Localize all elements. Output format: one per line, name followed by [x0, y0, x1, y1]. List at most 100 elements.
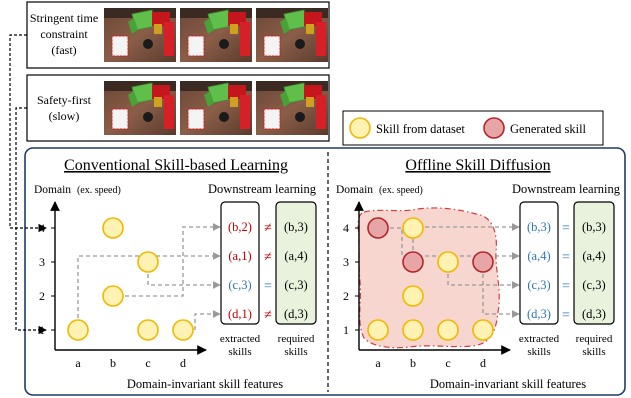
left-extracted-box	[220, 201, 260, 325]
right-ylabel: Domain (ex. speed)	[336, 184, 423, 196]
right-ylabel-main: Domain	[336, 184, 373, 196]
right-xtick-d: d	[480, 356, 486, 370]
legend-dataset-label: Skill from dataset	[376, 122, 465, 136]
robot-frame-slow-3	[255, 80, 329, 136]
left-panel-title: Conventional Skill-based Learning	[64, 157, 288, 174]
right-xtick-b: b	[410, 356, 416, 370]
left-skill-arrow-0	[125, 223, 221, 297]
condition-fast-label-1: Stringent time	[30, 11, 98, 25]
right-extracted-box	[519, 201, 559, 325]
legend-generated-marker	[483, 117, 505, 139]
left-skill-arrow-1	[77, 252, 221, 318]
left-skill-arrow-2	[147, 274, 221, 289]
right-ytick-3: 3	[343, 255, 349, 269]
right-skill-arrow-3	[482, 274, 520, 318]
condition-fast: Stringent time constraint (fast)	[26, 1, 330, 69]
left-xlabel: Domain-invariant skill features	[127, 377, 283, 391]
left-dataset-skill-b4	[102, 217, 124, 239]
left-extracted-skill-1: (a,1)	[228, 249, 251, 263]
right-ytick-1: 1	[343, 323, 349, 337]
robot-frame-fast-1	[103, 7, 177, 63]
left-extracted-label-2: skills	[228, 346, 251, 358]
left-extracted-label-1: extracted	[220, 333, 261, 345]
left-xtick-b: b	[110, 356, 116, 370]
right-extracted-skill-2: (c,3)	[527, 278, 550, 292]
left-required-skill-0: (b,3)	[284, 220, 308, 234]
right-ytick-4: 4	[343, 221, 349, 235]
left-required-skill-1: (a,4)	[284, 249, 307, 263]
connector-fast-to-domain-4	[9, 34, 47, 233]
left-xtick-a: a	[75, 356, 81, 370]
left-downstream-title: Downstream learning	[208, 182, 317, 196]
right-dataset-skill-b4	[402, 217, 424, 239]
right-extracted-skill-3: (d,3)	[527, 307, 551, 321]
right-relation-0: =	[562, 221, 570, 236]
right-relation-3: =	[562, 308, 570, 323]
left-ylabel-main: Domain	[34, 184, 71, 196]
condition-fast-label-2: constraint	[40, 27, 88, 41]
left-required-label-1: required	[278, 333, 315, 345]
robot-frame-fast-2	[179, 7, 253, 63]
right-generated-skill-d3	[472, 251, 494, 273]
left-dataset-skill-c1	[137, 319, 159, 341]
condition-slow: Safety-first (slow)	[26, 74, 330, 142]
left-dataset-skill-b2	[102, 285, 124, 307]
left-relation-2: =	[264, 279, 272, 294]
right-relation-1: =	[562, 250, 570, 265]
left-extracted-skill-3: (d,1)	[228, 307, 252, 321]
right-relation-2: =	[562, 279, 570, 294]
right-dataset-skill-c3	[437, 251, 459, 273]
right-dataset-skill-c1	[437, 319, 459, 341]
left-ylabel-note: (ex. speed)	[77, 185, 121, 196]
left-required-box	[275, 201, 317, 325]
robot-frame-slow-1	[103, 80, 177, 136]
right-ytick-2: 2	[343, 289, 349, 303]
condition-fast-label-3: (fast)	[51, 43, 76, 57]
right-xtick-a: a	[375, 356, 381, 370]
right-dataset-skill-b2	[402, 285, 424, 307]
left-extracted-skill-0: (b,2)	[228, 220, 252, 234]
condition-slow-label-2: (slow)	[49, 109, 80, 123]
right-chart: Domain (ex. speed) Downstream learning 1…	[336, 182, 621, 391]
left-xtick-d: d	[180, 356, 186, 370]
right-dataset-skill-b1	[402, 319, 424, 341]
left-dataset-skill-c3	[137, 251, 159, 273]
legend-generated-label: Generated skill	[510, 122, 587, 136]
left-required-skill-3: (d,3)	[284, 307, 308, 321]
legend: Skill from dataset Generated skill	[342, 110, 604, 146]
left-skill-arrow-3	[194, 310, 221, 330]
right-required-box	[573, 201, 615, 325]
right-dataset-skill-d1	[472, 319, 494, 341]
right-downstream-title: Downstream learning	[512, 182, 621, 196]
left-xtick-c: c	[145, 356, 150, 370]
right-extracted-label-2: skills	[527, 346, 550, 358]
generated-skill-region	[357, 207, 500, 349]
right-skill-arrow-2	[447, 274, 520, 289]
right-required-skill-0: (b,3)	[582, 220, 606, 234]
right-required-skill-2: (c,3)	[582, 278, 605, 292]
left-required-skill-2: (c,3)	[284, 278, 307, 292]
left-ylabel: Domain (ex. speed)	[34, 184, 121, 196]
right-ylabel-note: (ex. speed)	[379, 185, 423, 196]
left-relation-3: ≠	[264, 308, 272, 323]
left-ytick-2: 2	[39, 289, 45, 303]
left-extracted-skill-2: (c,3)	[228, 278, 251, 292]
left-relation-1: ≠	[264, 250, 272, 265]
right-generated-skill-b3	[402, 251, 424, 273]
right-extracted-skill-1: (a,4)	[527, 249, 550, 263]
connector-slow-to-domain-1	[15, 107, 47, 335]
right-required-skill-3: (d,3)	[582, 307, 606, 321]
right-generated-skill-a4	[367, 217, 389, 239]
condition-slow-label-1: Safety-first	[37, 93, 92, 107]
right-panel-title: Offline Skill Diffusion	[405, 157, 550, 174]
left-dataset-skill-a1	[67, 319, 89, 341]
right-dataset-skill-a1	[367, 319, 389, 341]
left-chart: Domain (ex. speed) Downstream learning 1…	[34, 182, 317, 391]
right-xlabel: Domain-invariant skill features	[430, 377, 586, 391]
left-ytick-3: 3	[39, 255, 45, 269]
right-required-label-2: skills	[582, 346, 605, 358]
robot-frame-slow-2	[179, 80, 253, 136]
right-required-skill-1: (a,4)	[582, 249, 605, 263]
robot-frame-fast-3	[255, 7, 329, 63]
legend-dataset-marker	[349, 117, 371, 139]
